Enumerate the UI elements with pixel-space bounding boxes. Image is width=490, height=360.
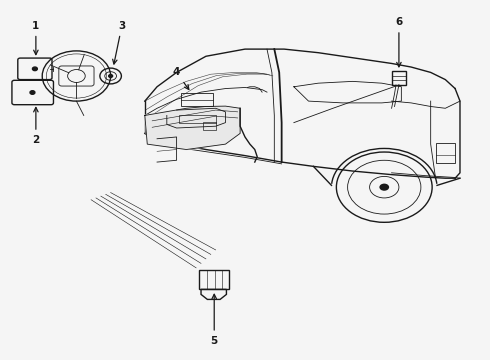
Text: 1: 1 [32, 21, 40, 55]
Text: 4: 4 [173, 67, 189, 90]
Circle shape [30, 91, 35, 94]
Text: 6: 6 [395, 17, 403, 67]
Bar [181, 93, 213, 107]
Text: 2: 2 [32, 107, 40, 145]
Text: 5: 5 [211, 294, 218, 346]
Bar [436, 143, 455, 163]
Text: 3: 3 [113, 21, 125, 64]
Bar [392, 71, 406, 85]
Bar [203, 122, 216, 130]
Circle shape [32, 67, 37, 71]
Circle shape [379, 184, 389, 191]
Bar [179, 115, 216, 123]
Circle shape [109, 75, 113, 77]
Polygon shape [145, 106, 240, 149]
Bar [198, 270, 229, 289]
